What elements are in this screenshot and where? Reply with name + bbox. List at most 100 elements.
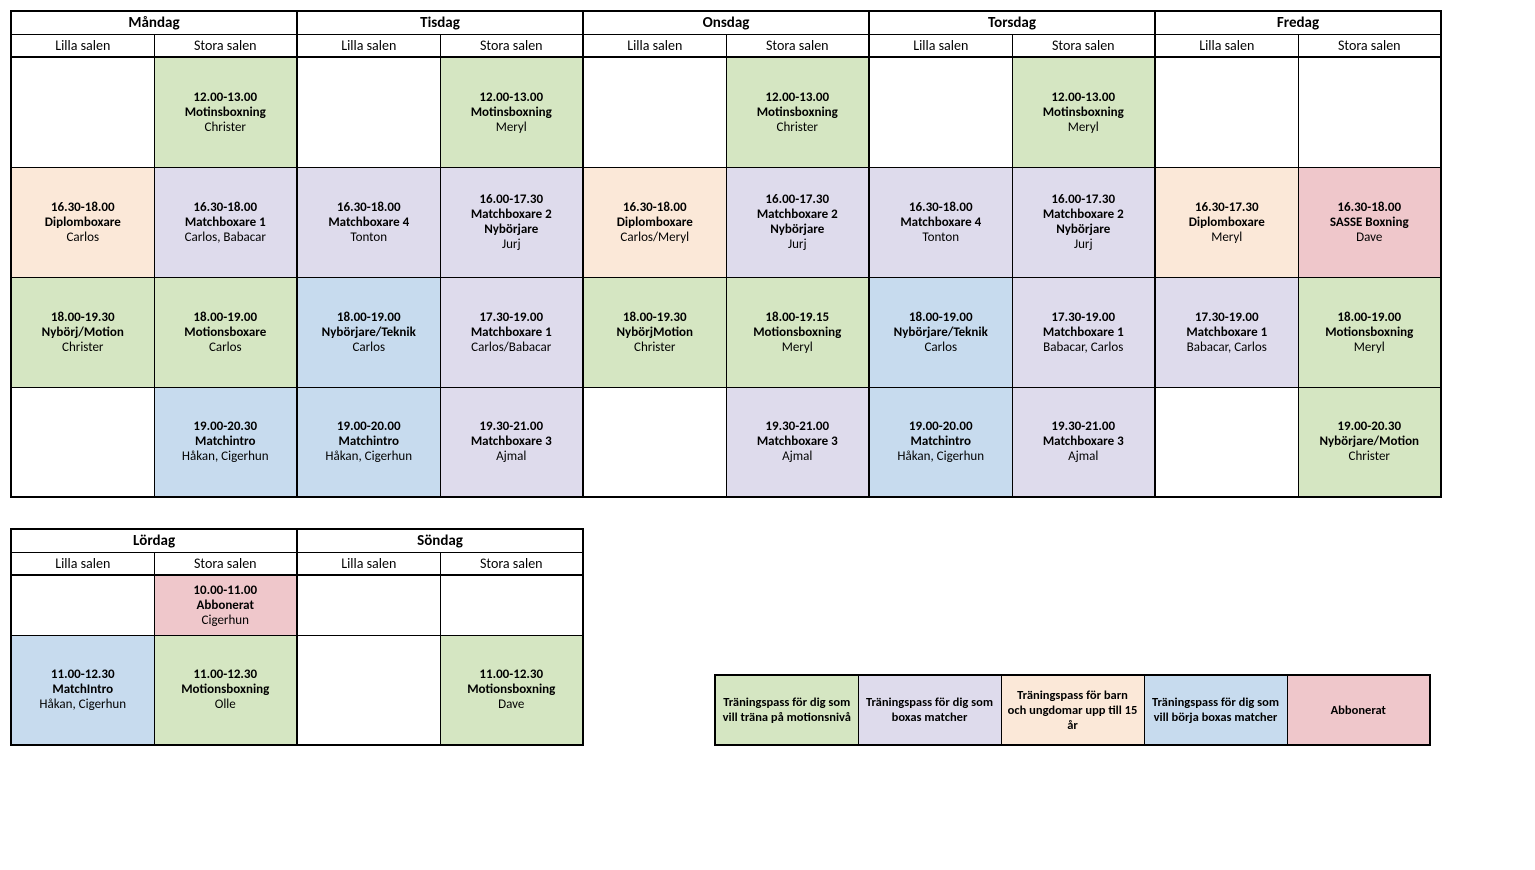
slot-title: Motionsboxning bbox=[445, 682, 579, 697]
legend-table: Träningspass för dig som vill träna på m… bbox=[714, 674, 1431, 746]
schedule-slot: 16.30-18.00Matchboxare 4Tonton bbox=[297, 167, 440, 277]
slot-title: Matchboxare 3 bbox=[731, 434, 865, 449]
schedule-slot: 11.00-12.30MatchIntroHåkan, Cigerhun bbox=[11, 635, 154, 745]
slot-instructor: Cigerhun bbox=[159, 613, 293, 628]
slot-instructor: Olle bbox=[159, 697, 293, 712]
slot-title: Motionsboxare bbox=[159, 325, 293, 340]
schedule-slot bbox=[869, 57, 1012, 167]
slot-title: Matchintro bbox=[159, 434, 293, 449]
schedule-slot bbox=[1155, 387, 1298, 497]
slot-title: Matchboxare 4 bbox=[874, 215, 1008, 230]
slot-instructor: Babacar, Carlos bbox=[1160, 340, 1294, 355]
slot-title: Matchboxare 1 bbox=[1017, 325, 1151, 340]
slot-instructor: Jurj bbox=[1017, 237, 1151, 252]
slot-instructor: Meryl bbox=[1160, 230, 1294, 245]
room-header: Lilla salen bbox=[11, 35, 154, 58]
slot-instructor: Christer bbox=[731, 120, 865, 135]
slot-instructor: Håkan, Cigerhun bbox=[874, 449, 1008, 464]
slot-time: 19.30-21.00 bbox=[445, 419, 579, 434]
slot-time: 12.00-13.00 bbox=[1017, 90, 1151, 105]
schedule-slot: 11.00-12.30MotionsboxningOlle bbox=[154, 635, 297, 745]
slot-instructor: Carlos bbox=[302, 340, 436, 355]
day-header: Torsdag bbox=[869, 11, 1155, 35]
schedule-slot: 17.30-19.00Matchboxare 1Babacar, Carlos bbox=[1012, 277, 1155, 387]
slot-time: 19.00-20.00 bbox=[302, 419, 436, 434]
slot-instructor: Carlos, Babacar bbox=[159, 230, 293, 245]
slot-time: 16.00-17.30 bbox=[731, 192, 865, 207]
slot-time: 17.30-19.00 bbox=[1160, 310, 1294, 325]
room-header: Stora salen bbox=[440, 553, 583, 576]
schedule-slot: 19.00-20.30Nybörjare/MotionChrister bbox=[1298, 387, 1441, 497]
schedule-slot: 18.00-19.00Nybörjare/TeknikCarlos bbox=[297, 277, 440, 387]
room-header: Lilla salen bbox=[297, 553, 440, 576]
room-header: Stora salen bbox=[154, 553, 297, 576]
schedule-slot: 16.30-18.00DiplomboxareCarlos/Meryl bbox=[583, 167, 726, 277]
slot-instructor: Håkan, Cigerhun bbox=[16, 697, 150, 712]
slot-instructor: Carlos/Babacar bbox=[445, 340, 579, 355]
slot-time: 16.30-18.00 bbox=[302, 200, 436, 215]
room-header: Stora salen bbox=[154, 35, 297, 58]
slot-time: 16.30-17.30 bbox=[1160, 200, 1294, 215]
room-header: Stora salen bbox=[440, 35, 583, 58]
schedule-slot: 16.30-18.00Matchboxare 4Tonton bbox=[869, 167, 1012, 277]
slot-title: Matchboxare 1 bbox=[445, 325, 579, 340]
schedule-slot bbox=[583, 57, 726, 167]
slot-title: Matchboxare 2 Nybörjare bbox=[1017, 207, 1151, 237]
slot-instructor: Tonton bbox=[302, 230, 436, 245]
slot-instructor: Håkan, Cigerhun bbox=[159, 449, 293, 464]
day-header: Söndag bbox=[297, 529, 583, 553]
slot-title: Nybörjare/Teknik bbox=[302, 325, 436, 340]
schedule-slot bbox=[1298, 57, 1441, 167]
slot-instructor: Babacar, Carlos bbox=[1017, 340, 1151, 355]
schedule-slot: 16.30-18.00DiplomboxareCarlos bbox=[11, 167, 154, 277]
slot-instructor: Christer bbox=[588, 340, 722, 355]
slot-instructor: Dave bbox=[1303, 230, 1437, 245]
slot-title: Matchboxare 4 bbox=[302, 215, 436, 230]
room-header: Lilla salen bbox=[11, 553, 154, 576]
slot-time: 19.00-20.30 bbox=[1303, 419, 1437, 434]
schedule-slot bbox=[11, 57, 154, 167]
schedule-slot: 11.00-12.30MotionsboxningDave bbox=[440, 635, 583, 745]
slot-time: 18.00-19.30 bbox=[588, 310, 722, 325]
slot-title: Motinsboxning bbox=[445, 105, 579, 120]
slot-title: Nybörjare/Teknik bbox=[874, 325, 1008, 340]
slot-title: Nybörj/Motion bbox=[16, 325, 150, 340]
schedule-slot bbox=[297, 57, 440, 167]
schedule-slot: 19.30-21.00Matchboxare 3Ajmal bbox=[1012, 387, 1155, 497]
slot-time: 16.00-17.30 bbox=[1017, 192, 1151, 207]
slot-time: 19.00-20.00 bbox=[874, 419, 1008, 434]
slot-title: Diplomboxare bbox=[16, 215, 150, 230]
schedule-slot: 10.00-11.00AbboneratCigerhun bbox=[154, 575, 297, 635]
legend-cell: Träningspass för dig som vill träna på m… bbox=[715, 675, 858, 745]
slot-instructor: Ajmal bbox=[731, 449, 865, 464]
schedule-slot: 19.30-21.00Matchboxare 3Ajmal bbox=[726, 387, 869, 497]
slot-time: 19.00-20.30 bbox=[159, 419, 293, 434]
schedule-slot: 18.00-19.00MotionsboxareCarlos bbox=[154, 277, 297, 387]
slot-instructor: Carlos/Meryl bbox=[588, 230, 722, 245]
slot-time: 19.30-21.00 bbox=[1017, 419, 1151, 434]
slot-title: Abbonerat bbox=[159, 598, 293, 613]
schedule-slot: 12.00-13.00MotinsboxningMeryl bbox=[440, 57, 583, 167]
slot-title: Motionsboxning bbox=[159, 682, 293, 697]
schedule-slot: 19.00-20.30MatchintroHåkan, Cigerhun bbox=[154, 387, 297, 497]
schedule-slot bbox=[297, 575, 440, 635]
room-header: Lilla salen bbox=[297, 35, 440, 58]
day-header: Tisdag bbox=[297, 11, 583, 35]
slot-time: 16.30-18.00 bbox=[16, 200, 150, 215]
slot-time: 11.00-12.30 bbox=[445, 667, 579, 682]
slot-instructor: Håkan, Cigerhun bbox=[302, 449, 436, 464]
slot-time: 16.30-18.00 bbox=[874, 200, 1008, 215]
slot-instructor: Jurj bbox=[445, 237, 579, 252]
schedule-slot: 16.00-17.30Matchboxare 2 NybörjareJurj bbox=[440, 167, 583, 277]
schedule-slot: 16.00-17.30Matchboxare 2 NybörjareJurj bbox=[1012, 167, 1155, 277]
slot-instructor: Ajmal bbox=[445, 449, 579, 464]
slot-time: 16.30-18.00 bbox=[588, 200, 722, 215]
slot-time: 16.30-18.00 bbox=[1303, 200, 1437, 215]
slot-time: 18.00-19.00 bbox=[874, 310, 1008, 325]
schedule-slot: 19.00-20.00MatchintroHåkan, Cigerhun bbox=[297, 387, 440, 497]
legend-cell: Träningspass för dig som vill börja boxa… bbox=[1144, 675, 1287, 745]
slot-time: 16.30-18.00 bbox=[159, 200, 293, 215]
slot-title: Matchboxare 2 Nybörjare bbox=[445, 207, 579, 237]
slot-time: 12.00-13.00 bbox=[159, 90, 293, 105]
slot-time: 17.30-19.00 bbox=[445, 310, 579, 325]
